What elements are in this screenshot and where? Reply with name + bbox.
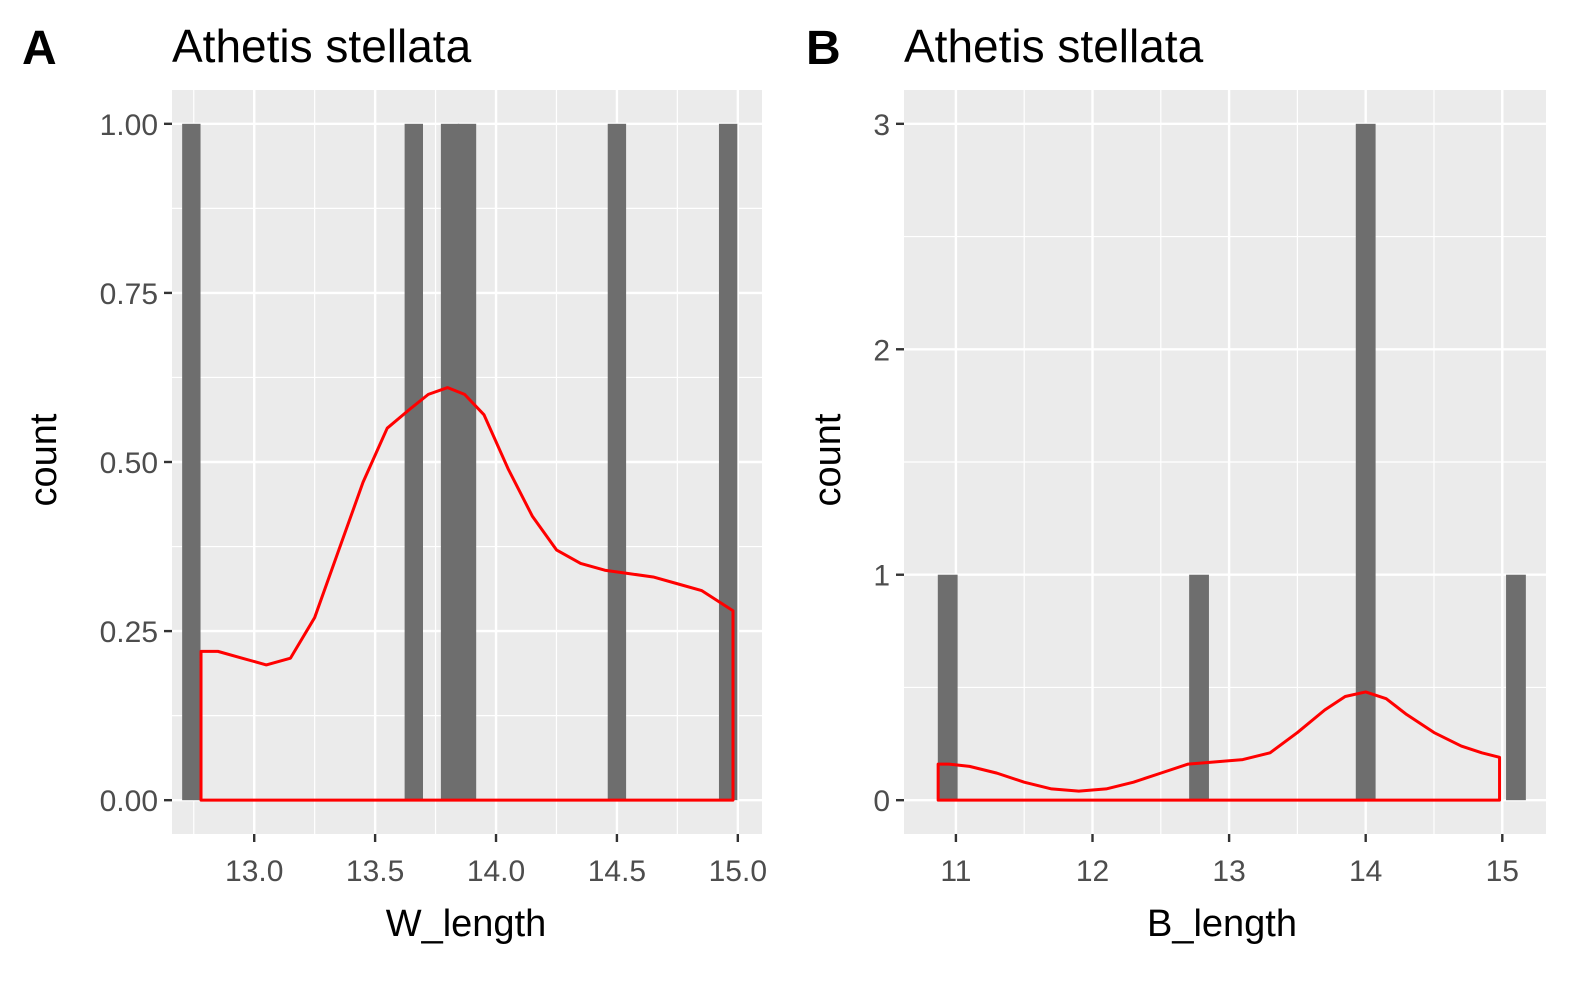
- chart-title: Athetis stellata: [172, 20, 472, 72]
- x-tick-label: 13: [1212, 855, 1245, 888]
- density-curve: [199, 386, 735, 802]
- density-line: [199, 386, 735, 802]
- y-tick-label: 0.75: [100, 278, 158, 311]
- x-tick-label: 14.0: [467, 855, 525, 888]
- histogram-bar-1: [1189, 574, 1209, 801]
- y-tick-label: 0: [873, 785, 890, 818]
- histogram-bar-2: [1355, 123, 1376, 801]
- x-tick-label: 15: [1486, 855, 1519, 888]
- y-tick-label: 2: [873, 334, 890, 367]
- histogram-bar-1: [404, 123, 423, 801]
- histogram-bar-4: [607, 123, 627, 801]
- histogram-bar-3: [457, 123, 477, 801]
- histogram-bar-2: [440, 123, 460, 801]
- y-tick-label: 3: [873, 109, 890, 142]
- x-tick-label: 15.0: [709, 855, 767, 888]
- x-axis-label: W_length: [386, 903, 547, 945]
- histogram-bars: [937, 123, 1526, 801]
- histogram-bar-0: [182, 123, 201, 801]
- x-tick-label: 14: [1349, 855, 1382, 888]
- density-curve: [936, 690, 1502, 802]
- density-line: [936, 690, 1502, 802]
- histogram-bar-0: [937, 574, 958, 801]
- x-axis-ticks: 11 12 13 14 15: [940, 834, 1519, 888]
- x-tick-label: 14.5: [588, 855, 646, 888]
- x-tick-label: 11: [940, 855, 971, 888]
- x-axis-label: B_length: [1147, 903, 1297, 945]
- x-tick-label: 13.5: [346, 855, 404, 888]
- x-tick-label: 12: [1076, 855, 1109, 888]
- y-tick-label: 1.00: [100, 109, 158, 142]
- y-tick-label: 0.25: [100, 616, 158, 649]
- y-axis-ticks: 0.00 0.25 0.50 0.75 1.00: [100, 109, 172, 818]
- panel-a: A Athetis stellata 13.0 13.5 14.0 14.5 15.0 …: [22, 20, 767, 945]
- histogram-bar-3: [1506, 574, 1526, 801]
- x-axis-ticks: 13.0 13.5 14.0 14.5 15.0: [225, 834, 767, 888]
- histogram-bars: [182, 123, 738, 801]
- y-axis-label: count: [23, 413, 65, 506]
- chart-title: Athetis stellata: [904, 20, 1204, 72]
- minor-gridlines: [904, 90, 1546, 834]
- panel-tag: B: [806, 22, 841, 75]
- y-axis-label: count: [807, 413, 849, 506]
- y-tick-label: 0.00: [100, 785, 158, 818]
- x-tick-label: 13.0: [225, 855, 283, 888]
- histogram-bar-5: [718, 123, 738, 801]
- y-axis-ticks: 0 1 2 3: [873, 109, 904, 818]
- y-tick-label: 1: [873, 560, 890, 593]
- panel-tag: A: [22, 22, 57, 75]
- y-tick-label: 0.50: [100, 447, 158, 480]
